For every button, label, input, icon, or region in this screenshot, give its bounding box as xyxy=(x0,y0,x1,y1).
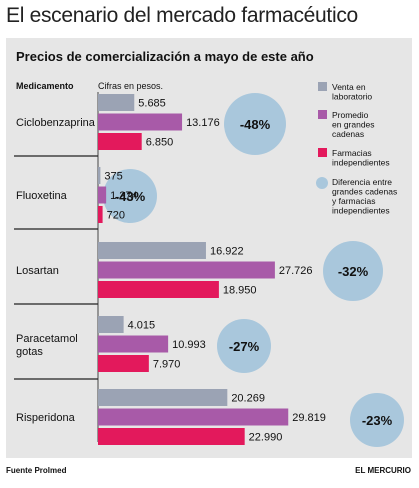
bar xyxy=(98,408,289,426)
bar xyxy=(98,133,142,150)
bar xyxy=(98,167,101,184)
chart-subtitle: Precios de comercialización a mayo de es… xyxy=(16,49,314,64)
difference-label: -27% xyxy=(229,339,260,354)
bar-value-label: 7.970 xyxy=(153,359,181,371)
page-title: El escenario del mercado farmacéutico xyxy=(6,4,358,27)
bar xyxy=(98,242,206,259)
difference-label: -23% xyxy=(362,413,393,428)
legend-label: independientes xyxy=(332,158,390,168)
legend-label: laboratorio xyxy=(332,92,372,102)
legend-label: independientes xyxy=(332,206,390,216)
bar-value-label: 4.015 xyxy=(128,320,156,332)
difference-bubble xyxy=(323,241,383,301)
legend-label: en grandes xyxy=(332,120,375,130)
source-note: Fuente Prolmed xyxy=(6,466,67,475)
bar xyxy=(98,428,245,445)
category-label: Paracetamol xyxy=(16,333,78,345)
category-label: gotas xyxy=(16,346,43,358)
bar-value-label: 10.993 xyxy=(172,339,206,351)
legend-label: Promedio xyxy=(332,110,369,120)
bar xyxy=(98,206,103,223)
bar xyxy=(98,261,275,279)
bar-value-label: 20.269 xyxy=(231,393,265,405)
legend-label: grandes cadenas xyxy=(332,187,397,197)
bar xyxy=(98,316,124,333)
bar-value-label: 1.274 xyxy=(110,190,138,202)
legend-label: y farmacias xyxy=(332,196,375,206)
bar-value-label: 16.922 xyxy=(210,246,244,258)
bar-value-label: 27.726 xyxy=(279,265,313,277)
bar xyxy=(98,186,107,204)
unit-note: Cifras en pesos. xyxy=(98,81,164,91)
bar-value-label: 18.950 xyxy=(223,285,257,297)
bar-value-label: 720 xyxy=(107,210,125,222)
legend-swatch xyxy=(318,110,327,119)
bar xyxy=(98,335,169,353)
difference-label: -32% xyxy=(338,264,369,279)
bar xyxy=(98,281,219,298)
credit-note: EL MERCURIO xyxy=(355,466,411,475)
legend-label: cadenas xyxy=(332,129,364,139)
legend-label: Farmacias xyxy=(332,148,372,158)
bar-value-label: 375 xyxy=(104,171,122,183)
difference-bubble xyxy=(103,169,157,223)
difference-bubble xyxy=(217,319,271,373)
bar-value-label: 29.819 xyxy=(292,412,326,424)
bar xyxy=(98,94,135,111)
difference-label: -48% xyxy=(240,117,271,132)
bar-value-label: 13.176 xyxy=(186,117,220,129)
bar-value-label: 5.685 xyxy=(138,98,166,110)
bar-value-label: 22.990 xyxy=(249,432,283,444)
bar xyxy=(98,389,228,406)
category-label: Risperidona xyxy=(16,412,76,424)
legend-label: Diferencia entre xyxy=(332,177,392,187)
category-label: Fluoxetina xyxy=(16,190,68,202)
legend-swatch xyxy=(316,177,328,189)
legend-swatch xyxy=(318,82,327,91)
difference-bubble xyxy=(350,393,404,447)
legend-swatch xyxy=(318,148,327,157)
bar xyxy=(98,113,183,131)
bar xyxy=(98,355,149,372)
bar-value-label: 6.850 xyxy=(146,137,174,149)
column-header: Medicamento xyxy=(16,81,74,91)
category-label: Losartan xyxy=(16,265,59,277)
difference-label: -43% xyxy=(115,189,146,204)
legend-label: Venta en xyxy=(332,82,366,92)
category-label: Ciclobenzaprina xyxy=(16,117,96,129)
difference-bubble xyxy=(224,93,286,155)
